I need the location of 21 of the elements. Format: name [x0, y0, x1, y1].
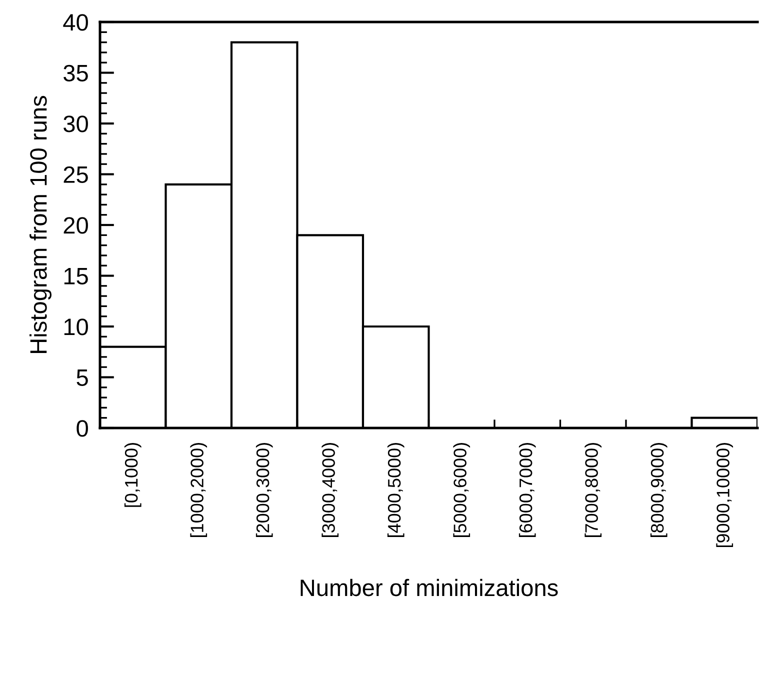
- y-tick-label: 25: [64, 166, 88, 184]
- x-tick-label: [1000,2000): [190, 443, 208, 537]
- y-tick-label: 35: [64, 64, 88, 82]
- y-tick-label: 10: [64, 318, 88, 336]
- y-tick-label: 15: [64, 268, 88, 285]
- x-tick-label: [2000,3000): [256, 443, 273, 537]
- x-tick-label: [7000,8000): [584, 443, 602, 537]
- x-tick-label: [9000,10000): [716, 443, 734, 548]
- y-axis-title: Histogram from 100 runs: [30, 96, 52, 353]
- y-tick-label: 20: [64, 217, 88, 234]
- x-tick-label: [5000,6000): [453, 443, 470, 537]
- x-tick-label: [4000,5000): [387, 443, 404, 537]
- x-tick-label: [0,1000): [124, 443, 142, 507]
- y-tick-label: 30: [64, 116, 88, 132]
- y-tick-label: 0: [76, 420, 88, 437]
- y-tick-label: 5: [76, 370, 88, 386]
- y-tick-label: 40: [63, 14, 88, 31]
- x-tick-label: [6000,7000): [518, 443, 536, 537]
- x-tick-label: [3000,4000): [322, 443, 339, 537]
- x-axis-title: Number of minimizations: [300, 578, 558, 596]
- x-tick-label: [8000,9000): [650, 443, 668, 537]
